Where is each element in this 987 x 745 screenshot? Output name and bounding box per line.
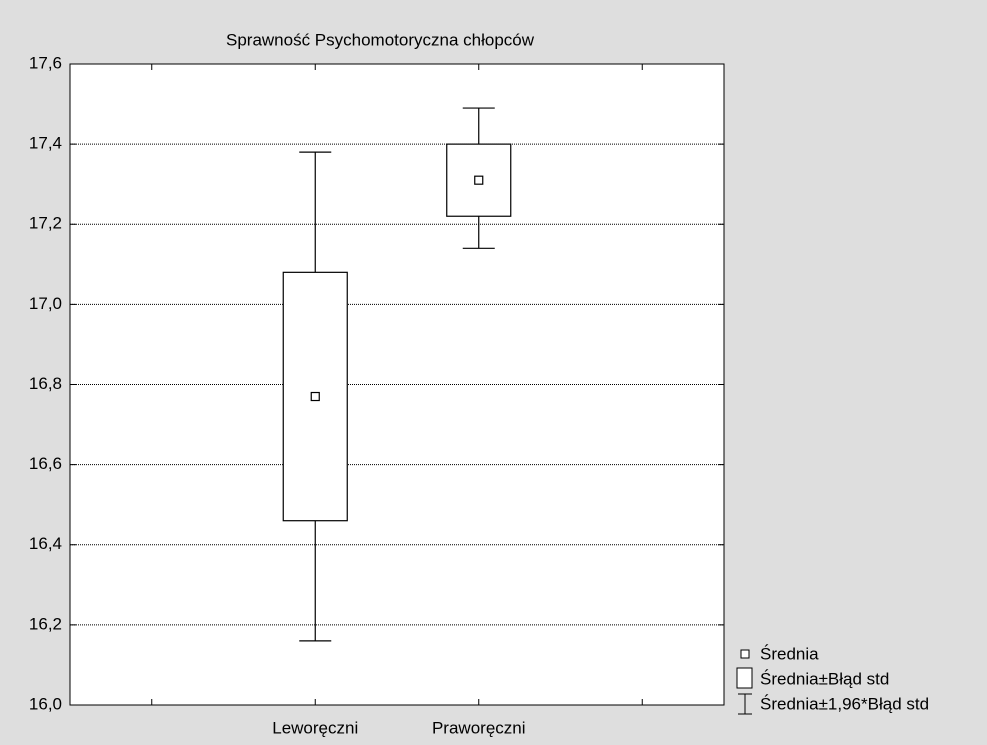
mean-marker: [310, 391, 320, 402]
y-tick-label: 16,4: [29, 534, 62, 553]
legend-box-icon: [736, 667, 753, 689]
mean-marker: [474, 175, 484, 185]
legend-label: Średnia: [760, 644, 819, 663]
plot-frame: [69, 63, 725, 706]
y-tick-label: 17,0: [29, 294, 62, 313]
x-tick-label: Praworęczni: [432, 718, 526, 737]
y-tick-label: 16,8: [29, 374, 62, 393]
y-tick-label: 17,2: [29, 214, 62, 233]
legend-label: Średnia±Błąd std: [760, 669, 889, 688]
y-tick-label: 16,2: [29, 614, 62, 633]
y-tick-label: 17,6: [29, 53, 62, 72]
y-tick-label: 17,4: [29, 134, 62, 153]
x-tick-label: Leworęczni: [272, 718, 358, 737]
chart-title: Sprawność Psychomotoryczna chłopców: [226, 30, 535, 49]
legend-label: Średnia±1,96*Błąd std: [760, 694, 929, 713]
legend-mean-icon: [740, 649, 750, 659]
y-tick-label: 16,6: [29, 454, 62, 473]
y-tick-label: 16,0: [29, 694, 62, 713]
